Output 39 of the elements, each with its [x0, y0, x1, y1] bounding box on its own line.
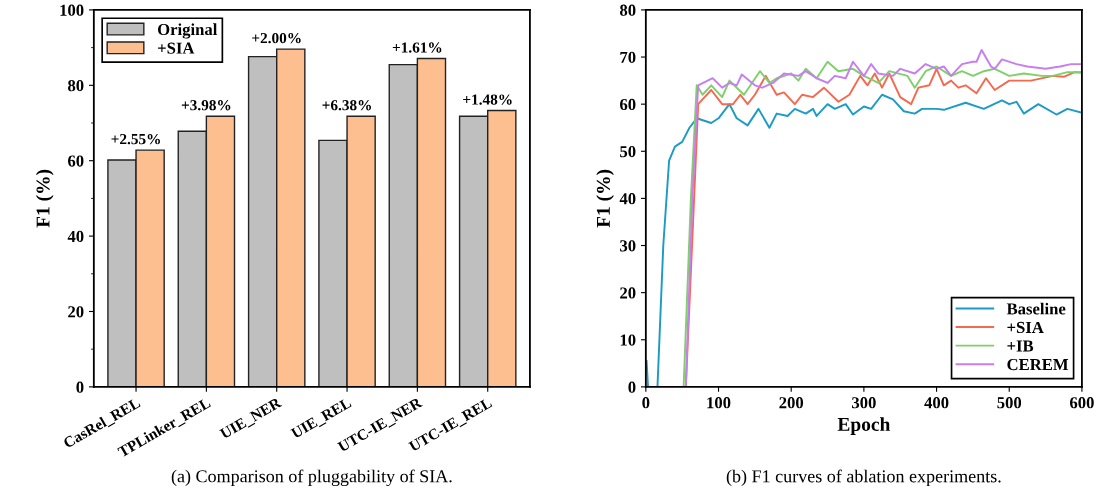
x-tick-label: 0 — [642, 397, 650, 409]
annotation: +1.48% — [463, 94, 512, 105]
y-tick-label: 60 — [68, 155, 84, 167]
y-tick-label: 40 — [67, 230, 84, 243]
annotation: +2.55% — [111, 133, 160, 145]
text: (a) Comparison of pluggability of SIA. — [171, 469, 452, 487]
text: (b) F1 curves of ablation experiments. — [726, 469, 1001, 487]
y-tick-label: 40 — [619, 193, 636, 205]
x-tick-label: 300 — [852, 397, 876, 409]
x-tick-label: 100 — [707, 397, 731, 409]
y-tick-label: 30 — [620, 240, 636, 252]
x-tick-label: 200 — [779, 397, 804, 409]
y-tick-label: 80 — [68, 80, 84, 92]
y-tick-label: 50 — [620, 145, 636, 158]
y-tick-label: 70 — [620, 51, 636, 63]
annotation: +6.38% — [322, 100, 371, 111]
y-tick-label: 20 — [620, 287, 636, 299]
legend-label: +SIA — [158, 42, 195, 54]
legend-label: Baseline — [1006, 302, 1066, 315]
annotation: +2.00% — [252, 32, 301, 44]
y-tick-label: 0 — [76, 381, 84, 393]
x-axis-title: Epoch — [837, 417, 891, 435]
y-tick-label: 10 — [620, 334, 636, 346]
y-tick-label: 60 — [620, 98, 636, 111]
x-tick-label: 400 — [924, 397, 949, 409]
y-axis-title: F1 (%) — [35, 169, 54, 228]
y-tick-label: 0 — [628, 381, 636, 393]
y-tick-label: 100 — [60, 4, 84, 16]
legend-label: +IB — [1007, 340, 1034, 352]
y-tick-label: 80 — [620, 4, 636, 16]
y-axis-title: F1 (%) — [596, 169, 614, 228]
legend-label: CEREM — [1007, 358, 1069, 371]
annotation: +1.61% — [392, 42, 442, 53]
y-tick-label: 20 — [68, 306, 84, 318]
annotation: +3.98% — [181, 100, 231, 111]
x-tick-label: 600 — [1069, 397, 1094, 409]
x-tick-label: 500 — [997, 397, 1022, 409]
legend-label: +SIA — [1007, 321, 1044, 334]
legend-label: Original — [157, 23, 218, 39]
